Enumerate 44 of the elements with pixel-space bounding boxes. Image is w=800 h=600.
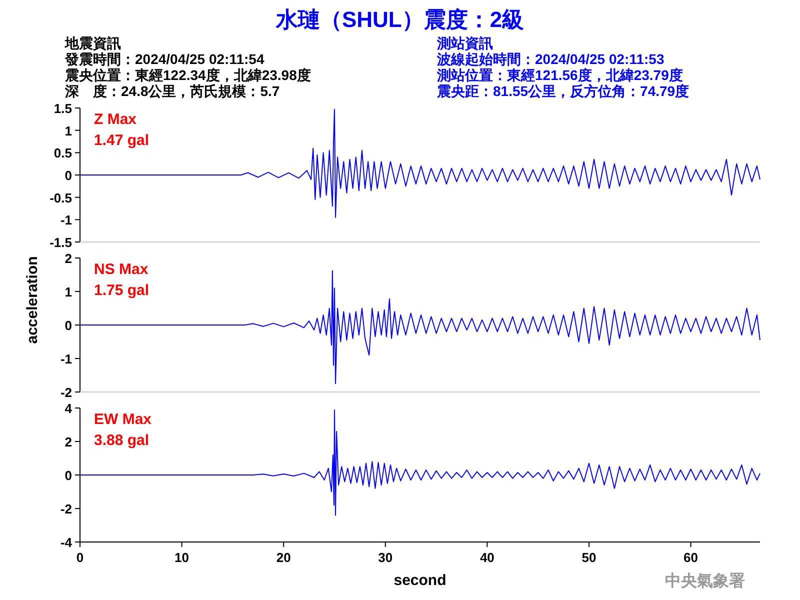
- y-tick-label: 1.5: [54, 101, 72, 116]
- y-axis-title: acceleration: [24, 256, 41, 344]
- y-tick-label: -4: [60, 535, 73, 550]
- chart-title: 水璉（SHUL）震度：2級: [274, 7, 524, 32]
- x-axis-title: second: [394, 572, 446, 589]
- y-tick-label: -2: [60, 385, 72, 400]
- text: 深 度：24.8公里，芮氏規模：5.7: [64, 83, 280, 99]
- text: 震央位置：東經122.34度，北緯23.98度: [64, 67, 311, 83]
- y-tick-label: -1: [60, 212, 72, 228]
- y-tick-label: 0: [64, 468, 72, 483]
- annotation: 1.47 gal: [94, 132, 150, 149]
- text: 測站資訊: [436, 35, 493, 51]
- y-tick-label: -0.5: [50, 190, 72, 206]
- y-tick-label: 1: [64, 284, 72, 300]
- y-tick-label: 4: [64, 401, 73, 416]
- x-tick-label: 60: [684, 550, 698, 565]
- y-tick-label: 0: [64, 318, 72, 333]
- x-tick-label: 40: [480, 550, 494, 565]
- y-tick-label: 1: [64, 123, 72, 138]
- x-tick-label: 10: [174, 550, 190, 565]
- y-tick-label: -2: [60, 502, 72, 516]
- text: 地震資訊: [64, 35, 121, 51]
- y-tick-label: 2: [64, 434, 72, 450]
- y-tick-label: 0.5: [54, 146, 72, 161]
- text: 震央距：81.55公里，反方位角：74.79度: [436, 83, 690, 99]
- annotation: Z Max: [94, 111, 138, 128]
- line-series: [80, 108, 760, 218]
- x-tick-label: 20: [276, 550, 291, 565]
- y-tick-label: 0: [64, 168, 72, 183]
- annotation: 3.88 gal: [94, 432, 150, 449]
- y-tick-label: -1: [60, 352, 72, 366]
- annotation: NS Max: [94, 261, 149, 278]
- text: 測站位置：東經121.56度，北緯23.79度: [436, 67, 683, 83]
- text: 中央氣象署: [665, 571, 745, 590]
- x-tick-label: 50: [582, 550, 596, 565]
- line-series: [80, 410, 760, 516]
- text: 發震時間：2024/04/25 02:11:54: [64, 51, 264, 67]
- x-tick-label: 0: [76, 550, 84, 565]
- y-tick-label: 2: [64, 251, 72, 266]
- annotation: 1.75 gal: [94, 282, 150, 299]
- text: 波線起始時間：2024/04/25 02:11:53: [436, 51, 664, 67]
- annotation: EW Max: [94, 411, 152, 428]
- y-tick-label: -1.5: [50, 235, 72, 250]
- x-tick-label: 30: [378, 550, 393, 565]
